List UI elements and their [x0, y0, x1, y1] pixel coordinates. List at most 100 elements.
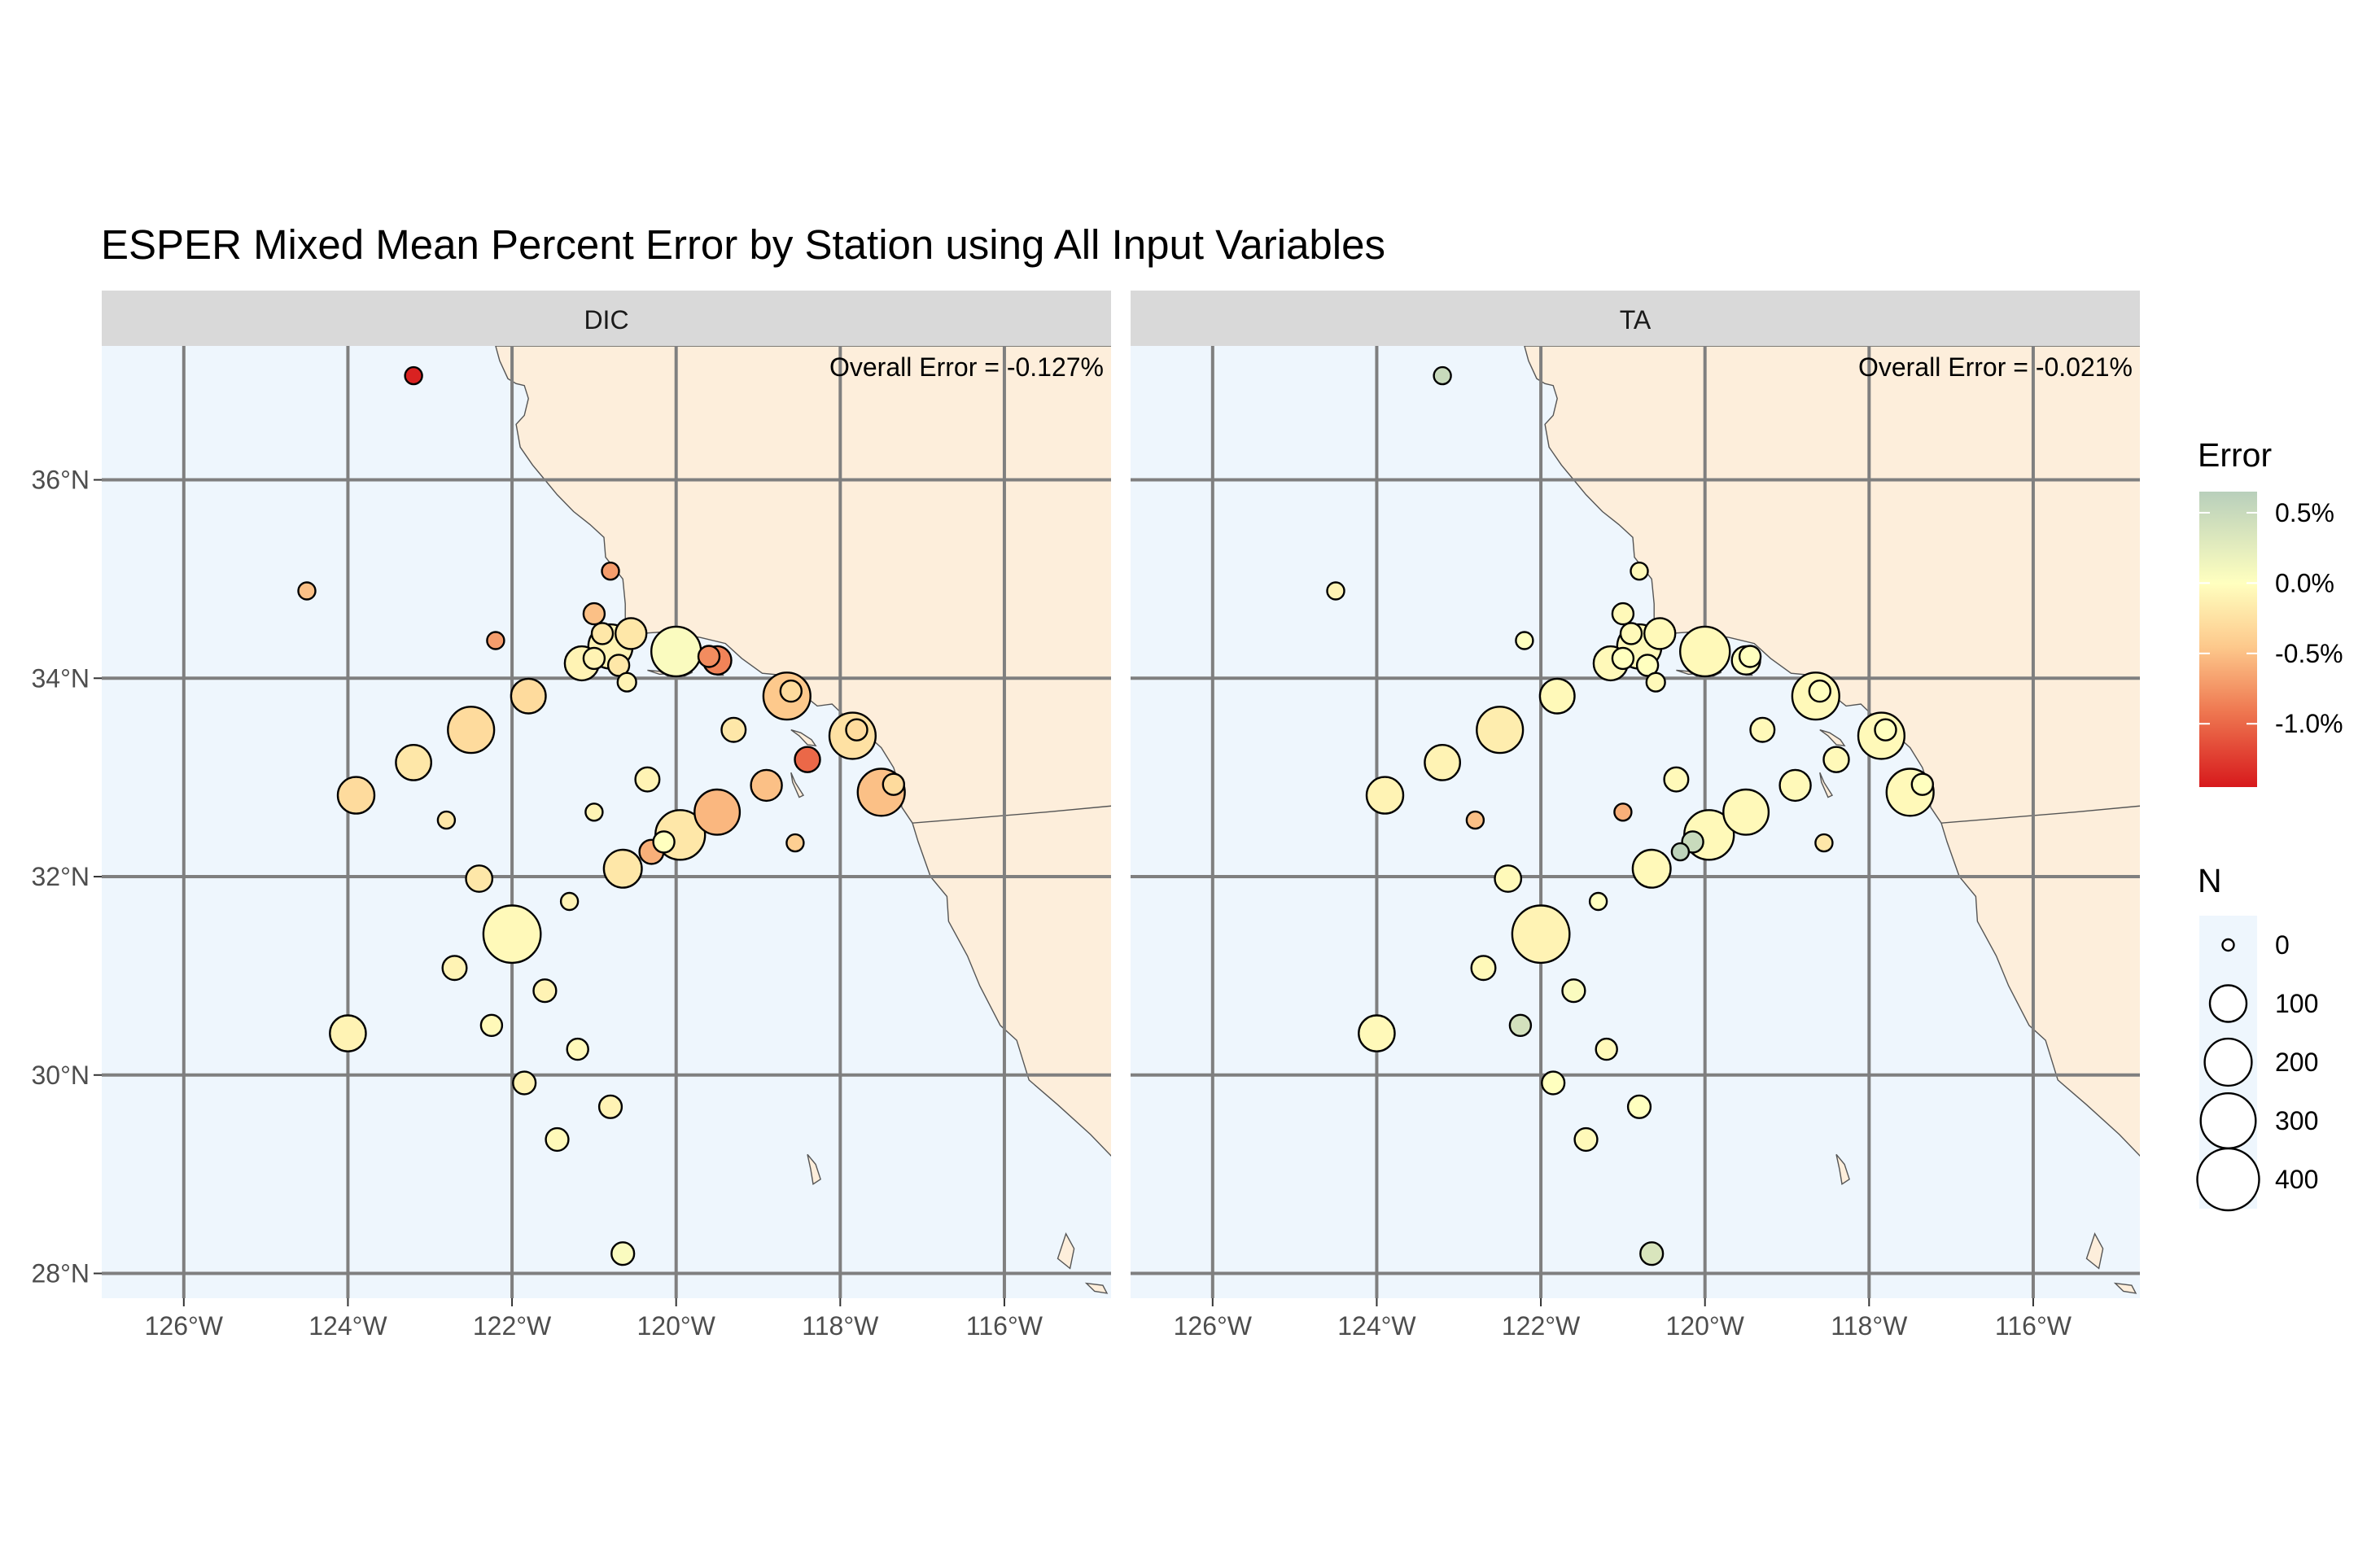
station-point	[1635, 654, 1660, 677]
x-tick-label: 122°W	[473, 1311, 552, 1341]
station-point	[1538, 677, 1576, 715]
border-line	[912, 805, 1111, 824]
station-point	[1494, 864, 1523, 893]
station-points	[1326, 365, 1935, 1266]
station-point	[1613, 803, 1633, 822]
station-point	[1595, 1037, 1618, 1061]
station-point	[634, 766, 661, 793]
x-tick-label: 124°W	[1337, 1311, 1416, 1341]
station-point	[436, 810, 457, 830]
station-point	[510, 677, 547, 715]
station-point	[465, 864, 494, 893]
x-tick-label: 120°W	[637, 1311, 715, 1341]
station-point	[1679, 625, 1731, 678]
x-tick-label: 118°W	[802, 1311, 879, 1341]
station-point	[329, 1014, 367, 1052]
station-point	[1643, 617, 1677, 650]
colorbar-label: -1.0%	[2275, 709, 2343, 738]
size-legend-entries: 0 100 200 300 400	[2196, 930, 2318, 1212]
station-points	[297, 365, 906, 1266]
size-key-label: 0	[2275, 930, 2290, 960]
island	[1084, 1282, 1109, 1294]
station-point	[559, 891, 580, 912]
colorbar-label: 0.5%	[2275, 498, 2334, 527]
station-point	[582, 601, 606, 626]
colorbar-label: 0.0%	[2275, 568, 2334, 597]
y-tick-label: 30°N	[32, 1061, 90, 1090]
island	[1057, 1232, 1075, 1270]
station-point	[395, 743, 432, 781]
station-point	[720, 716, 747, 743]
station-point	[597, 1094, 623, 1119]
station-point	[1326, 581, 1345, 601]
station-point	[750, 768, 783, 803]
station-point	[616, 671, 637, 693]
station-point	[1738, 645, 1762, 668]
station-point	[1588, 891, 1608, 912]
station-point	[1611, 601, 1635, 626]
map-dic: Overall Error = -0.127%	[102, 346, 1111, 1298]
y-tick-label: 34°N	[32, 663, 90, 693]
station-point	[1639, 1241, 1665, 1266]
island	[2085, 1232, 2104, 1270]
station-point	[1631, 848, 1672, 889]
station-point	[1573, 1126, 1599, 1153]
island	[790, 729, 817, 747]
station-point	[486, 631, 505, 650]
island	[2113, 1282, 2137, 1294]
station-point	[545, 1126, 570, 1153]
station-point	[1619, 622, 1643, 645]
station-point	[1874, 718, 1897, 741]
station-point	[785, 833, 805, 853]
island	[1835, 1153, 1850, 1185]
station-point	[693, 788, 742, 836]
station-point	[845, 718, 868, 741]
size-key-circle	[2208, 984, 2248, 1023]
station-point	[532, 978, 558, 1004]
overall-error-dic: Overall Error = -0.127%	[829, 352, 1104, 382]
station-point	[336, 776, 376, 815]
station-point	[441, 955, 468, 982]
island	[1819, 772, 1834, 798]
panel-ta: TA Overall Error = -0.021% 126°W 124°W 122…	[1131, 291, 2140, 1341]
station-point	[1465, 810, 1485, 830]
station-point	[602, 848, 643, 889]
colorbar-label: -0.5%	[2275, 639, 2343, 668]
station-point	[1470, 955, 1497, 982]
x-tick-label: 120°W	[1665, 1311, 1744, 1341]
size-key-label: 200	[2275, 1048, 2318, 1077]
station-point	[1645, 671, 1666, 693]
station-point	[1630, 562, 1649, 581]
station-point	[882, 772, 905, 796]
strip-dic	[102, 291, 1111, 346]
station-point	[1670, 842, 1691, 862]
station-point	[1626, 1094, 1652, 1119]
station-point	[779, 679, 803, 703]
y-tick-label: 32°N	[32, 862, 90, 891]
x-tick-label: 116°W	[1995, 1311, 2072, 1341]
panel-dic: DIC Overall Error = -0.127% 126°W 124°W 12…	[32, 291, 1111, 1341]
station-point	[1424, 743, 1461, 781]
station-point	[1561, 978, 1586, 1004]
station-point	[615, 617, 648, 650]
colorbar-ticks: 0.5% 0.0% -0.5% -1.0%	[2199, 498, 2343, 738]
station-point	[1822, 746, 1850, 773]
error-colorbar	[2199, 492, 2257, 787]
station-point	[479, 1013, 504, 1037]
x-tick-label: 116°W	[966, 1311, 1043, 1341]
station-point	[1358, 1014, 1396, 1052]
station-point	[1910, 772, 1934, 796]
station-point	[610, 1241, 636, 1266]
legend-error-title: Error	[2198, 436, 2272, 474]
y-tick-label: 28°N	[32, 1259, 90, 1288]
strip-label-ta: TA	[1620, 305, 1652, 335]
station-point	[582, 646, 606, 671]
station-point	[566, 1037, 589, 1061]
x-tick-label: 122°W	[1502, 1311, 1581, 1341]
strip-ta	[1131, 291, 2140, 346]
map-ta: Overall Error = -0.021%	[1131, 346, 2140, 1298]
station-point	[601, 562, 620, 581]
legend-error: Error 0.5% 0.0% -0.5% -1.0%	[2198, 436, 2343, 787]
size-key-circle	[2203, 1037, 2253, 1087]
